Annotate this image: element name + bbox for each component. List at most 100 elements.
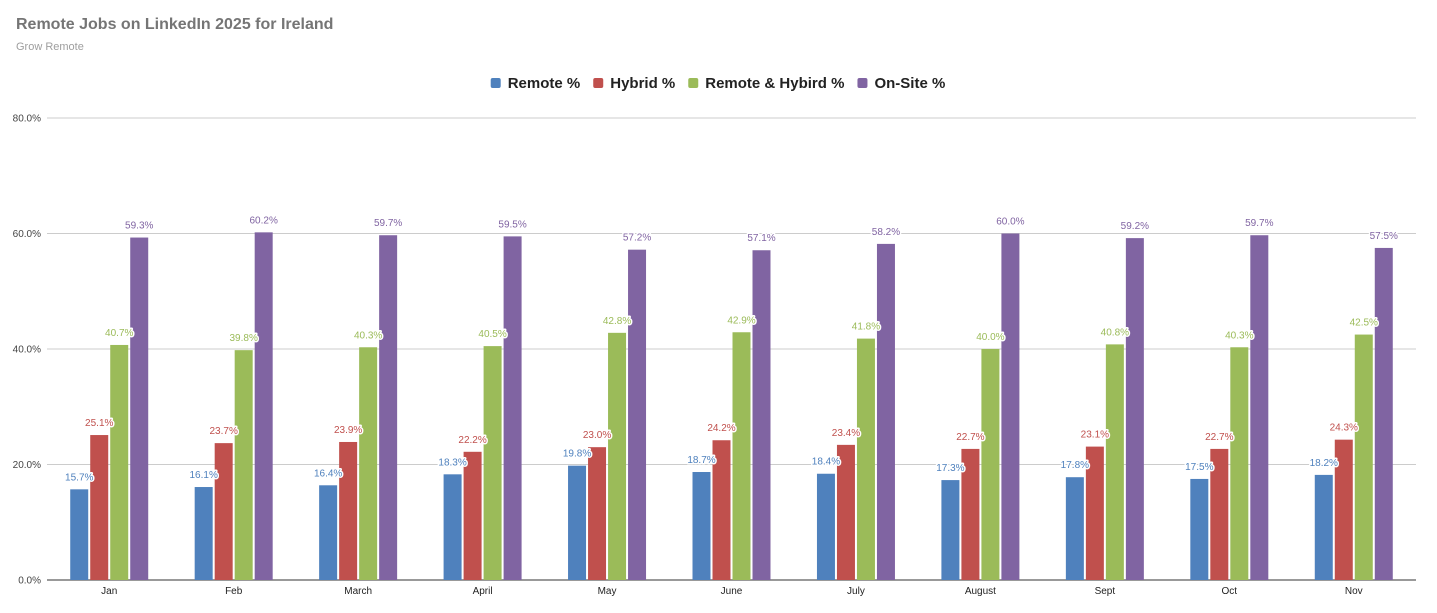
x-tick-label: Jan xyxy=(101,586,117,597)
x-tick-label: March xyxy=(344,586,372,597)
bar-hybrid-feb xyxy=(214,443,233,580)
y-axis-ticks: 0.0% 20.0% 40.0% 60.0% 80.0% xyxy=(13,114,41,587)
data-label: 16.1% xyxy=(190,470,218,481)
bar-on-site-august xyxy=(1001,233,1020,580)
bar-remote-july xyxy=(816,473,835,580)
legend-swatch xyxy=(490,78,501,88)
x-tick-label: July xyxy=(847,586,865,597)
bar-remote-jan xyxy=(70,489,89,580)
data-label: 42.5% xyxy=(1350,318,1378,329)
bar-remote-hybird-jan xyxy=(110,344,129,580)
y-tick-label: 80.0% xyxy=(13,114,41,125)
data-label: 23.4% xyxy=(832,428,860,439)
bar-hybrid-may xyxy=(588,447,607,580)
bar-on-site-sept xyxy=(1125,238,1144,580)
data-label: 22.7% xyxy=(1205,432,1233,443)
bar-remote-hybird-march xyxy=(359,347,378,580)
bar-remote-hybird-nov xyxy=(1354,334,1373,580)
bar-remote-sept xyxy=(1065,477,1084,580)
bar-remote-march xyxy=(319,485,338,580)
data-label: 18.4% xyxy=(812,457,840,468)
bar-remote-hybird-oct xyxy=(1230,347,1249,580)
bar-hybrid-june xyxy=(712,440,731,580)
bar-remote-hybird-august xyxy=(981,349,1000,580)
bar-remote-hybird-may xyxy=(608,332,627,580)
bar-on-site-nov xyxy=(1374,247,1393,580)
data-label: 41.8% xyxy=(852,322,880,333)
data-label: 18.2% xyxy=(1310,458,1338,469)
bar-hybrid-jan xyxy=(90,435,109,580)
data-label: 23.1% xyxy=(1081,430,1109,441)
bars xyxy=(70,232,1393,581)
data-label: 40.0% xyxy=(976,332,1004,343)
chart-title: Remote Jobs on LinkedIn 2025 for Ireland xyxy=(16,16,334,33)
bar-on-site-march xyxy=(379,235,398,581)
data-label: 59.7% xyxy=(1245,218,1273,229)
data-label: 42.8% xyxy=(603,316,631,327)
x-tick-label: August xyxy=(965,586,996,597)
data-label: 17.5% xyxy=(1185,462,1213,473)
bar-remote-august xyxy=(941,480,960,580)
legend-swatch xyxy=(857,78,868,88)
chart-subtitle: Grow Remote xyxy=(16,41,84,53)
y-tick-label: 20.0% xyxy=(13,460,41,471)
bar-remote-feb xyxy=(194,487,213,580)
data-label: 57.5% xyxy=(1370,231,1398,242)
data-label: 17.8% xyxy=(1061,460,1089,471)
data-label: 22.2% xyxy=(458,435,486,446)
bar-on-site-jan xyxy=(130,237,149,581)
data-label: 59.5% xyxy=(498,219,526,230)
data-label: 24.3% xyxy=(1330,423,1358,434)
bar-on-site-feb xyxy=(254,232,273,580)
legend-item-remote: Remote % xyxy=(490,75,581,92)
bar-remote-april xyxy=(443,474,462,580)
bar-hybrid-march xyxy=(339,441,358,580)
data-label: 23.7% xyxy=(210,426,238,437)
legend-item-remote-hybird: Remote & Hybird % xyxy=(688,75,844,92)
data-label: 59.3% xyxy=(125,221,153,232)
bar-remote-hybird-june xyxy=(732,332,751,580)
legend-label: Remote & Hybird % xyxy=(705,75,844,92)
data-label: 42.9% xyxy=(727,315,755,326)
bar-remote-june xyxy=(692,472,711,580)
data-label: 60.0% xyxy=(996,217,1024,228)
bar-on-site-april xyxy=(503,236,522,580)
x-axis-ticks: Jan Feb March April May June July August Sept Oct… xyxy=(101,586,1363,597)
data-label: 40.7% xyxy=(105,328,133,339)
data-label: 18.7% xyxy=(687,455,715,466)
data-label: 59.2% xyxy=(1121,221,1149,232)
data-label: 58.2% xyxy=(872,227,900,238)
data-label: 23.9% xyxy=(334,425,362,436)
legend-swatch xyxy=(593,78,604,88)
x-tick-label: Feb xyxy=(225,586,243,597)
bar-remote-hybird-april xyxy=(483,346,502,580)
legend-label: Remote % xyxy=(508,75,581,92)
bar-remote-hybird-july xyxy=(856,338,875,580)
bar-remote-may xyxy=(568,465,587,580)
legend: Remote % Hybrid % Remote & Hybird % On-Site… xyxy=(490,75,945,92)
bar-remote-oct xyxy=(1190,478,1209,580)
bar-hybrid-april xyxy=(463,451,482,580)
x-tick-label: May xyxy=(598,586,617,597)
bar-on-site-may xyxy=(628,249,647,581)
legend-label: On-Site % xyxy=(874,75,945,92)
data-label: 40.8% xyxy=(1101,327,1129,338)
bar-on-site-oct xyxy=(1250,235,1269,581)
data-label: 24.2% xyxy=(707,423,735,434)
legend-item-hybrid: Hybrid % xyxy=(593,75,675,92)
data-label: 39.8% xyxy=(230,333,258,344)
x-tick-label: Nov xyxy=(1345,586,1363,597)
y-tick-label: 0.0% xyxy=(18,576,41,587)
bar-on-site-july xyxy=(876,243,895,580)
data-label: 57.2% xyxy=(623,233,651,244)
data-label: 16.4% xyxy=(314,468,342,479)
x-tick-label: June xyxy=(721,586,743,597)
data-label: 57.1% xyxy=(747,233,775,244)
bar-on-site-june xyxy=(752,250,771,580)
legend-item-on-site: On-Site % xyxy=(857,75,945,92)
legend-label: Hybrid % xyxy=(610,75,675,92)
data-label: 60.2% xyxy=(250,215,278,226)
y-tick-label: 60.0% xyxy=(13,229,41,240)
